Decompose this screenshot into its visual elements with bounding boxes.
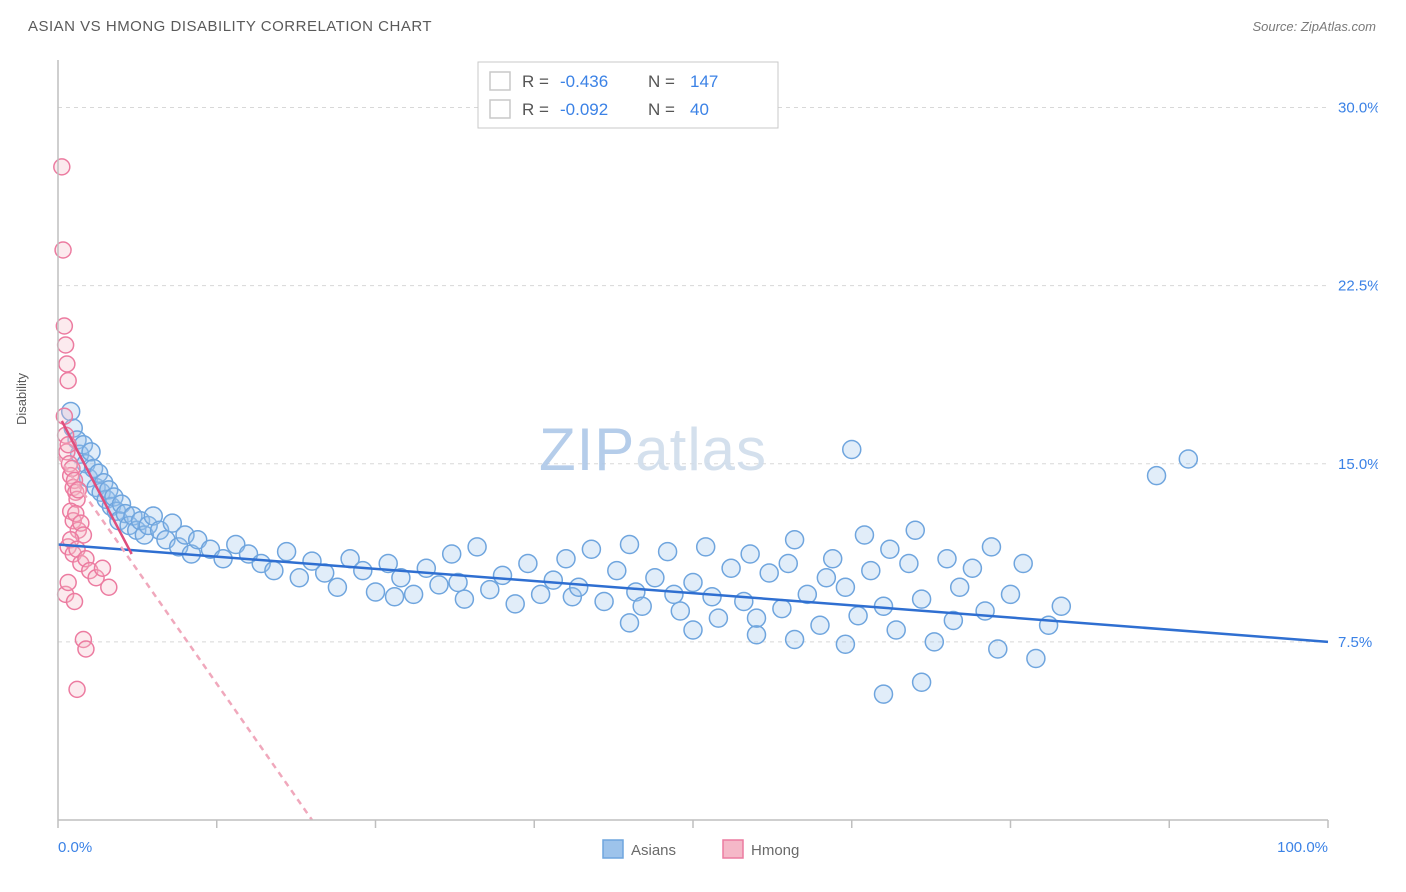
svg-text:N =: N = xyxy=(648,100,675,119)
correlation-chart: 7.5% 15.0% 22.5% 30.0% ZIPatlas 0.0% 100.0% R =… xyxy=(28,50,1378,860)
svg-text:40: 40 xyxy=(690,100,709,119)
svg-text:147: 147 xyxy=(690,72,718,91)
svg-text:0.0%: 0.0% xyxy=(58,839,92,856)
svg-text:ZIPatlas: ZIPatlas xyxy=(539,416,767,483)
svg-text:30.0%: 30.0% xyxy=(1338,100,1378,117)
svg-text:-0.092: -0.092 xyxy=(560,100,608,119)
svg-text:N =: N = xyxy=(648,72,675,91)
chart-title: ASIAN VS HMONG DISABILITY CORRELATION CH… xyxy=(28,18,432,35)
svg-text:100.0%: 100.0% xyxy=(1277,839,1328,856)
source-label: Source: ZipAtlas.com xyxy=(1252,19,1376,34)
svg-text:R =: R = xyxy=(522,72,549,91)
svg-text:15.0%: 15.0% xyxy=(1338,456,1378,473)
svg-text:-0.436: -0.436 xyxy=(560,72,608,91)
svg-text:Asians: Asians xyxy=(631,842,676,859)
svg-text:7.5%: 7.5% xyxy=(1338,634,1372,651)
y-axis-label: Disability xyxy=(14,373,29,425)
svg-text:22.5%: 22.5% xyxy=(1338,278,1378,295)
svg-text:Hmong: Hmong xyxy=(751,842,799,859)
svg-text:R =: R = xyxy=(522,100,549,119)
